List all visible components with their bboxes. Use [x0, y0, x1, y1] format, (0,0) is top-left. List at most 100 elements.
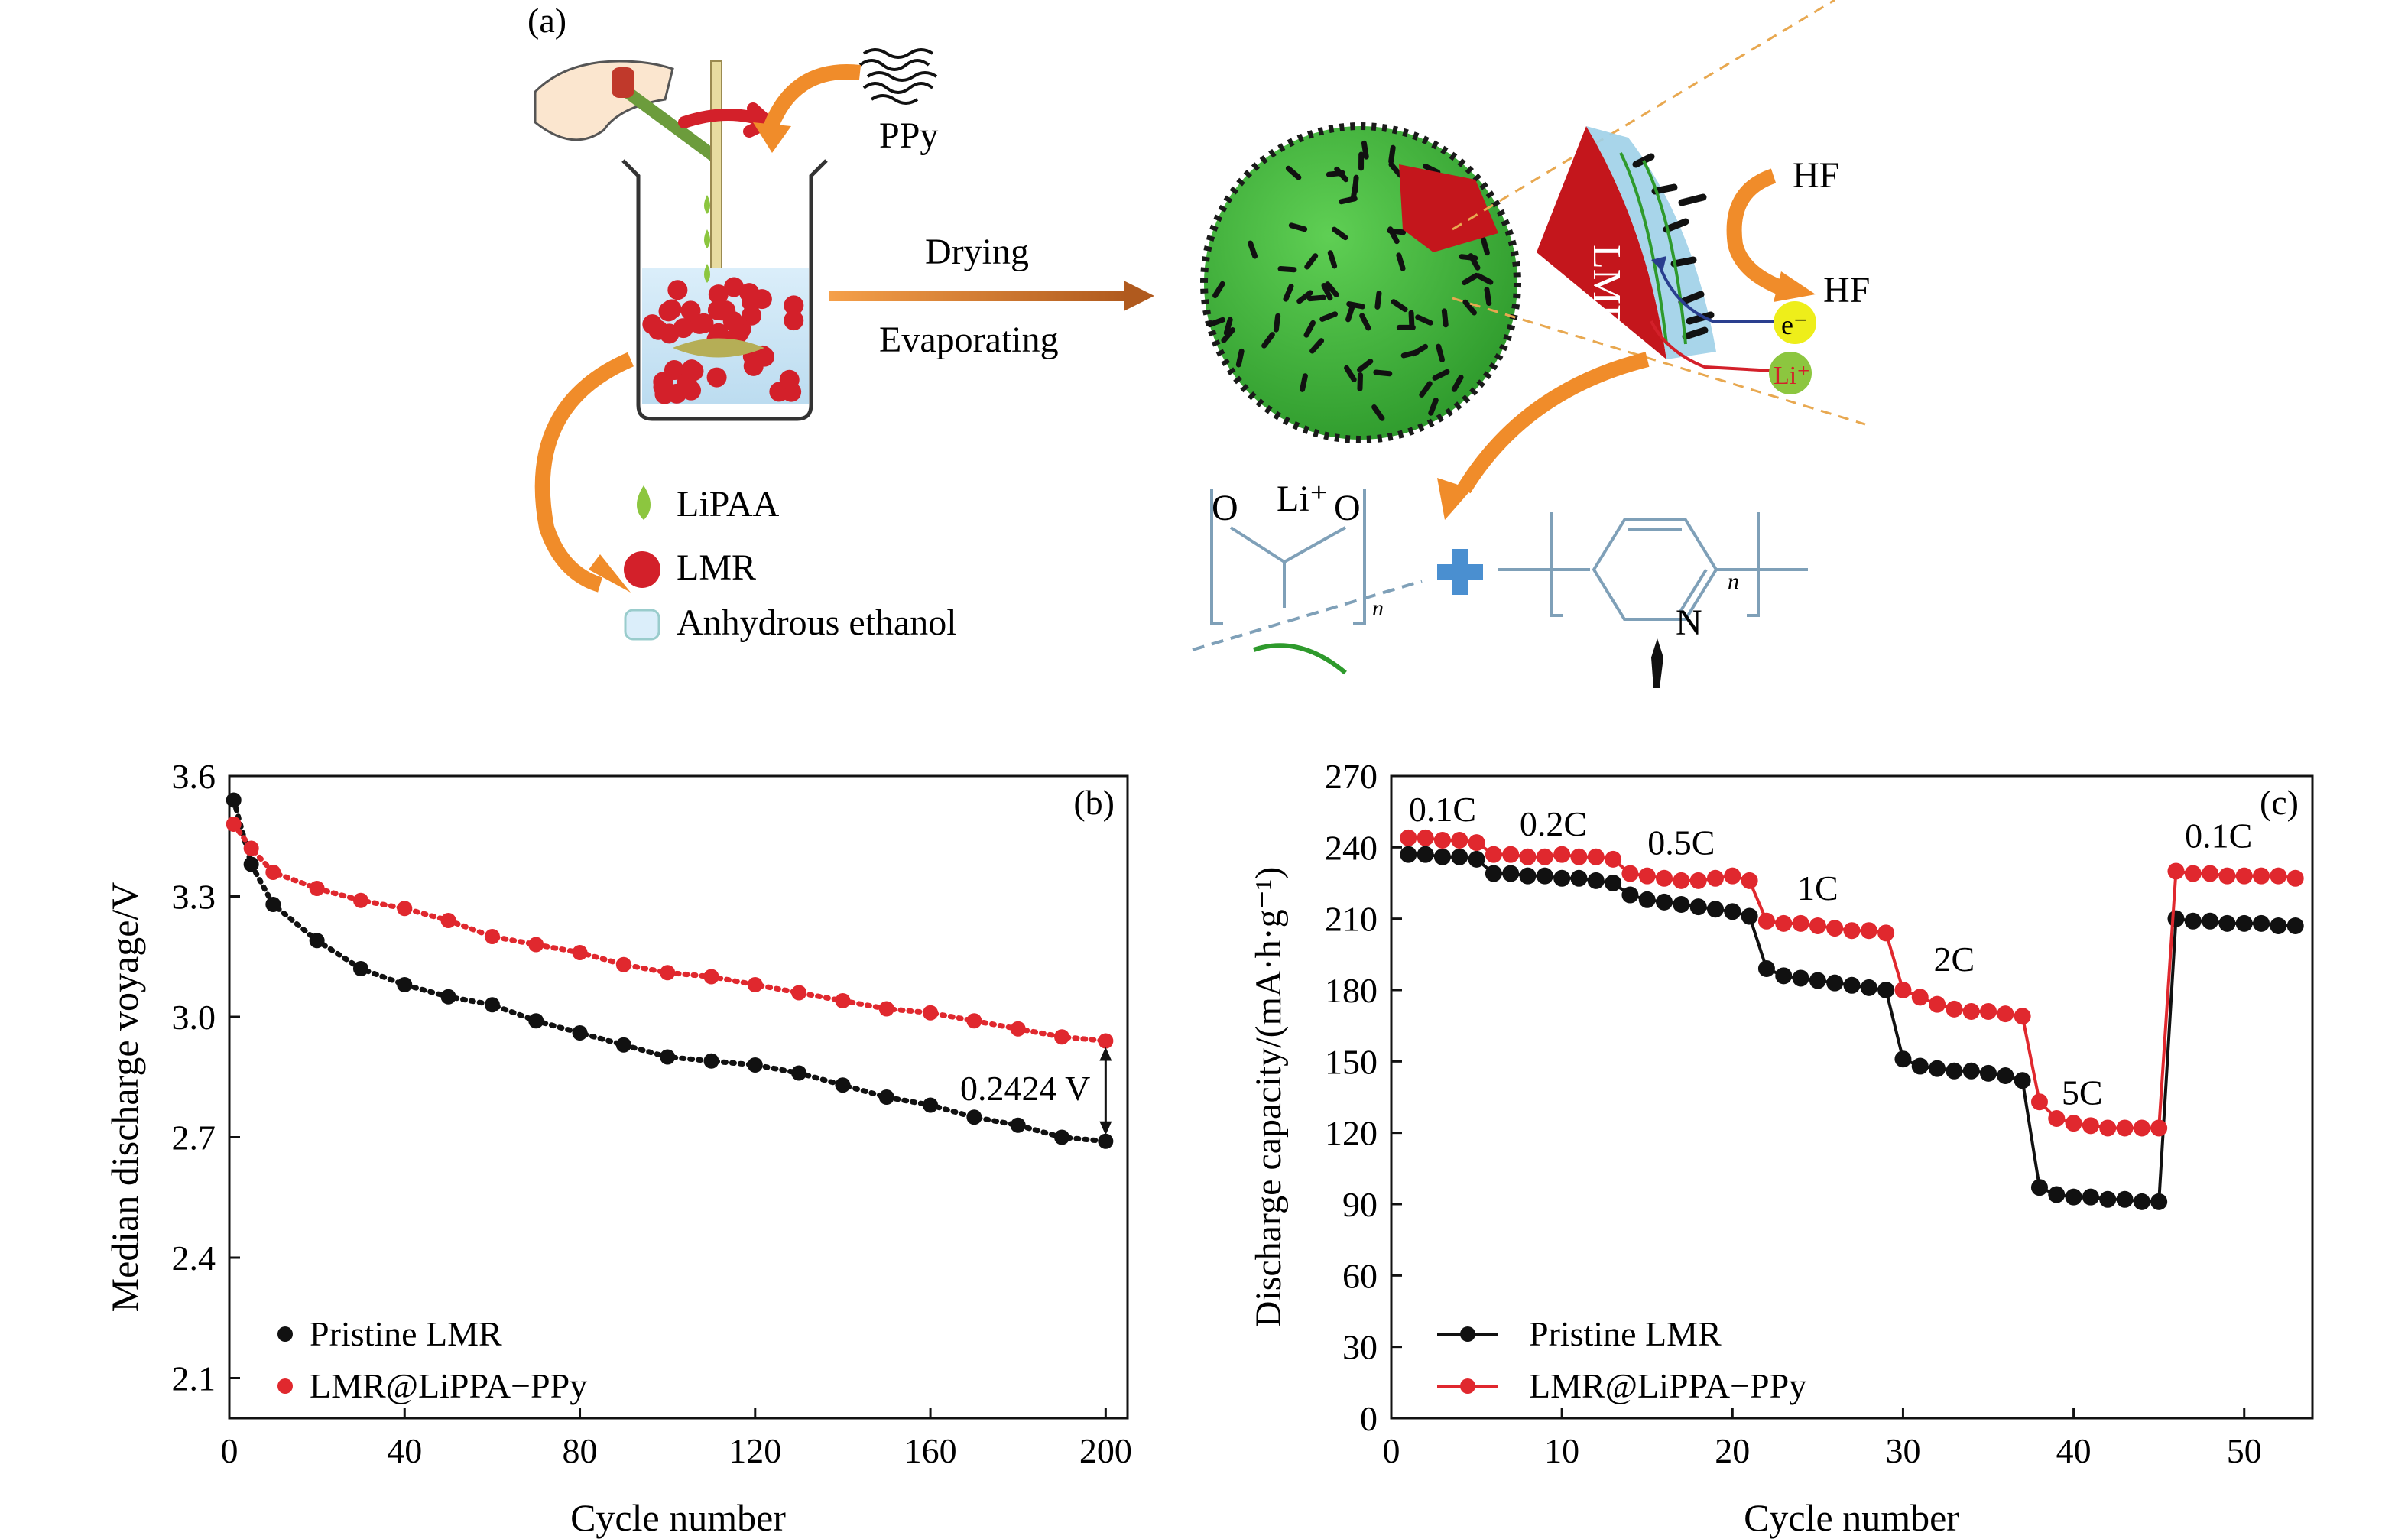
- beaker-icon: [621, 159, 828, 421]
- lipaa-drop-icon: [637, 485, 651, 520]
- data-point-0: [2167, 910, 2185, 927]
- data-point-1: [1054, 1029, 1070, 1045]
- x-tick-label: 0: [221, 1431, 239, 1470]
- ppy-fragment: [1388, 144, 1396, 164]
- data-point-1: [226, 817, 242, 832]
- structure-nitrogen: N: [1676, 602, 1702, 643]
- electron-icon: [1774, 301, 1816, 344]
- ppy-fragment: [1361, 140, 1369, 160]
- data-point-0: [397, 977, 413, 992]
- data-point-0: [1826, 974, 1844, 992]
- data-point-1: [2184, 865, 2202, 882]
- data-point-1: [1946, 1000, 1963, 1018]
- data-point-0: [2116, 1190, 2134, 1208]
- data-point-1: [1536, 848, 1553, 865]
- data-point-1: [1843, 922, 1861, 940]
- lmr-particle: [729, 323, 749, 343]
- legend-label-coated: LMR@LiPPA−PPy: [310, 1366, 587, 1405]
- structure-n-left: n: [1372, 596, 1384, 621]
- data-point-0: [1962, 1062, 1980, 1080]
- data-point-0: [1929, 1060, 1946, 1077]
- zoom-line-top: [1452, 0, 1835, 231]
- lmr-wedge-label: LMR: [1585, 245, 1628, 331]
- ppy-fragment: [1428, 397, 1439, 416]
- y-tick-label: 0: [1360, 1399, 1378, 1438]
- data-point-1: [1911, 989, 1929, 1006]
- plus-icon: [1437, 549, 1483, 595]
- series-trace-0: [231, 797, 1108, 1145]
- ppy-fragment: [1345, 304, 1355, 323]
- ppy-fragment: [1223, 317, 1233, 336]
- data-point-0: [1946, 1062, 1963, 1080]
- series-layer: [1400, 829, 2304, 1210]
- data-point-0: [528, 1013, 544, 1029]
- legend: Pristine LMR LMR@LiPPA−PPy: [1437, 1314, 1806, 1405]
- data-point-0: [2082, 1188, 2099, 1206]
- data-point-1: [1605, 850, 1622, 868]
- data-point-0: [1605, 875, 1622, 891]
- ppy-arrow-icon: [761, 64, 862, 137]
- x-tick-label: 120: [729, 1431, 781, 1470]
- data-point-0: [1570, 869, 1588, 887]
- data-point-0: [1621, 886, 1639, 904]
- rate-label: 0.1C: [1409, 790, 1476, 829]
- data-point-1: [1673, 872, 1690, 889]
- x-tick-label: 10: [1544, 1431, 1579, 1470]
- ppy-fragment: [1283, 284, 1294, 302]
- data-point-0: [2099, 1190, 2117, 1208]
- rate-label: 5C: [2062, 1073, 2103, 1112]
- drying-label: Drying: [925, 232, 1029, 272]
- structure-n-right: n: [1728, 569, 1739, 594]
- ppy-label: PPy: [879, 115, 938, 156]
- data-point-0: [791, 1065, 807, 1081]
- data-point-0: [2133, 1193, 2150, 1210]
- data-point-0: [226, 792, 242, 808]
- data-point-1: [2286, 869, 2304, 887]
- ppy-fragment: [1462, 299, 1477, 316]
- data-point-0: [2202, 912, 2219, 930]
- y-tick-label: 3.6: [172, 757, 216, 796]
- data-point-0: [966, 1109, 982, 1125]
- lmr-particle: [690, 313, 710, 334]
- legend-lipaa: LiPAA: [677, 484, 780, 524]
- ppy-fragment: [1436, 343, 1445, 362]
- data-point-0: [309, 933, 325, 949]
- data-point-1: [1485, 846, 1502, 863]
- x-tick-label: 20: [1715, 1431, 1750, 1470]
- data-point-0: [1877, 982, 1895, 998]
- data-point-1: [923, 1005, 939, 1021]
- electron-label: e⁻: [1781, 310, 1808, 340]
- lithium-path-icon: [1650, 320, 1774, 372]
- panel-label: (b): [1073, 783, 1115, 822]
- data-point-1: [2116, 1119, 2134, 1137]
- ppy-fragment: [1319, 311, 1339, 322]
- data-point-1: [2014, 1008, 2031, 1025]
- panel-a-label: (a): [527, 1, 566, 40]
- hf-arrowhead-icon: [1774, 271, 1816, 302]
- hf-label-top: HF: [1793, 155, 1839, 196]
- data-point-1: [1741, 872, 1758, 889]
- lmr-particle: [742, 305, 762, 326]
- ppy-fragment: [1475, 273, 1494, 285]
- x-tick-label: 160: [904, 1431, 957, 1470]
- data-point-1: [243, 840, 259, 856]
- ppy-arrowhead-icon: [753, 122, 791, 153]
- ppy-fragment: [1321, 283, 1333, 301]
- structure-o-left: O: [1212, 488, 1238, 528]
- data-point-1: [1098, 1033, 1114, 1049]
- data-point-0: [747, 1057, 763, 1073]
- data-point-1: [2030, 1093, 2048, 1111]
- data-point-0: [2235, 914, 2253, 932]
- data-point-0: [1433, 848, 1451, 865]
- data-point-0: [1894, 1050, 1912, 1068]
- ppy-fragment: [1396, 252, 1406, 271]
- data-point-0: [1809, 972, 1826, 989]
- data-point-0: [660, 1049, 676, 1065]
- plot-frame: [1390, 774, 2314, 1420]
- data-point-1: [1417, 829, 1434, 846]
- lmr-particle: [779, 369, 800, 390]
- data-point-1: [572, 945, 588, 960]
- ppy-fragment: [1331, 226, 1348, 241]
- ppy-fragment: [1484, 287, 1492, 307]
- data-point-0: [1673, 896, 1690, 913]
